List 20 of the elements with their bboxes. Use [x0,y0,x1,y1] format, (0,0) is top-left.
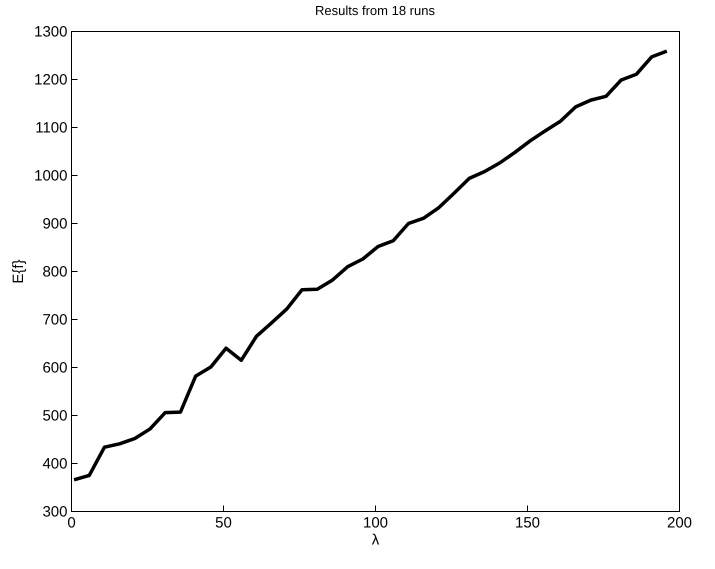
y-tick-label: 900 [42,216,68,232]
x-tick-label: 50 [215,514,232,532]
x-tick-label: 100 [362,514,388,532]
y-tick-label: 1000 [34,168,68,184]
y-tick-label: 1300 [34,24,68,40]
y-tick-label: 300 [42,504,68,520]
y-tick-label: 600 [42,360,68,376]
y-tick-label: 700 [42,312,68,328]
x-tick-label: 150 [514,514,540,532]
x-axis-title: λ [372,532,380,548]
y-tick-label: 400 [42,456,68,472]
y-axis-title: E{f} [10,259,28,284]
line-series [72,49,669,482]
x-tick-label: 0 [67,514,76,532]
chart-title: Results from 18 runs [315,3,436,18]
y-tick-label: 800 [42,264,68,280]
x-tick-label: 200 [666,514,692,532]
y-tick-label: 1200 [34,72,68,88]
y-tick-label: 1100 [35,120,68,136]
y-tick-label: 500 [42,408,68,424]
